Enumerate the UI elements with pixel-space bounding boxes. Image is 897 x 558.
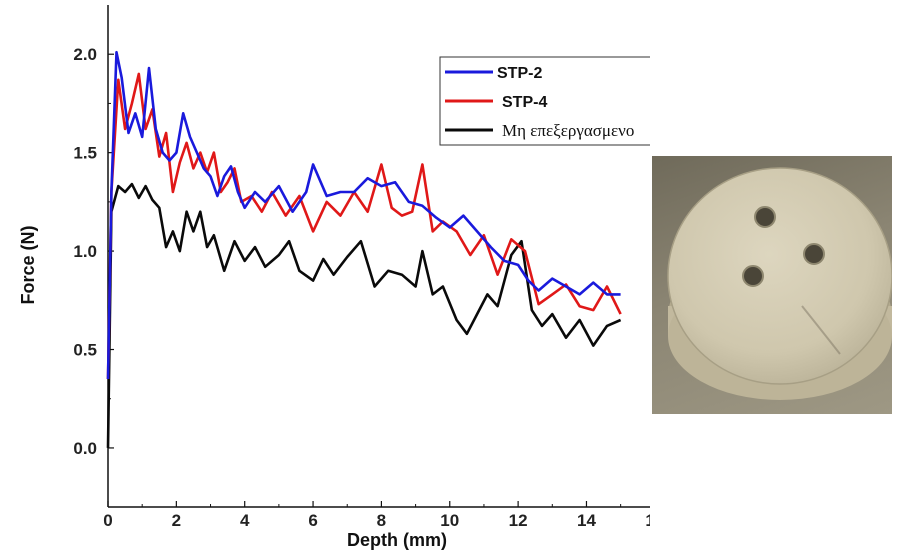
disk-specimen-illustration bbox=[667, 167, 892, 400]
legend-label-stp-2: STP-2 bbox=[497, 65, 542, 82]
y-axis-label: Force (N) bbox=[18, 225, 38, 304]
x-tick-label: 12 bbox=[509, 511, 528, 530]
y-tick-label: 2.0 bbox=[73, 45, 97, 64]
x-tick-label: 0 bbox=[103, 511, 112, 530]
x-tick-label: 10 bbox=[440, 511, 459, 530]
x-tick-label: 16 bbox=[645, 511, 650, 530]
y-tick-label: 0.5 bbox=[73, 341, 97, 360]
x-tick-label: 8 bbox=[377, 511, 386, 530]
y-tick-label: 0.0 bbox=[73, 439, 97, 458]
legend-label-untreated: Μη επεξεργασμενο bbox=[502, 121, 634, 140]
x-tick-label: 2 bbox=[172, 511, 181, 530]
legend-label-stp-4: STP-4 bbox=[502, 94, 547, 111]
axes: 0 2 4 6 8 10 12 14 16 0.0 0.5 1.0 1.5 2.0 bbox=[73, 5, 650, 530]
series-layer bbox=[106, 50, 622, 448]
x-tick-label: 4 bbox=[240, 511, 250, 530]
legend: STP-2 STP-4 Μη επεξεργασμενο bbox=[439, 56, 650, 146]
x-axis-label: Depth (mm) bbox=[347, 530, 447, 550]
y-tick-label: 1.5 bbox=[73, 144, 97, 163]
disk-specimen-photo bbox=[652, 156, 892, 414]
force-depth-chart: 02468101214160.00.51.01.52.0 Depth (mm) … bbox=[18, 5, 650, 550]
y-tick-label: 1.0 bbox=[73, 242, 97, 261]
x-tick-label: 14 bbox=[577, 511, 596, 530]
series-line-untreated bbox=[106, 182, 622, 448]
x-tick-label: 6 bbox=[308, 511, 317, 530]
series-line-stp-2 bbox=[106, 50, 621, 380]
